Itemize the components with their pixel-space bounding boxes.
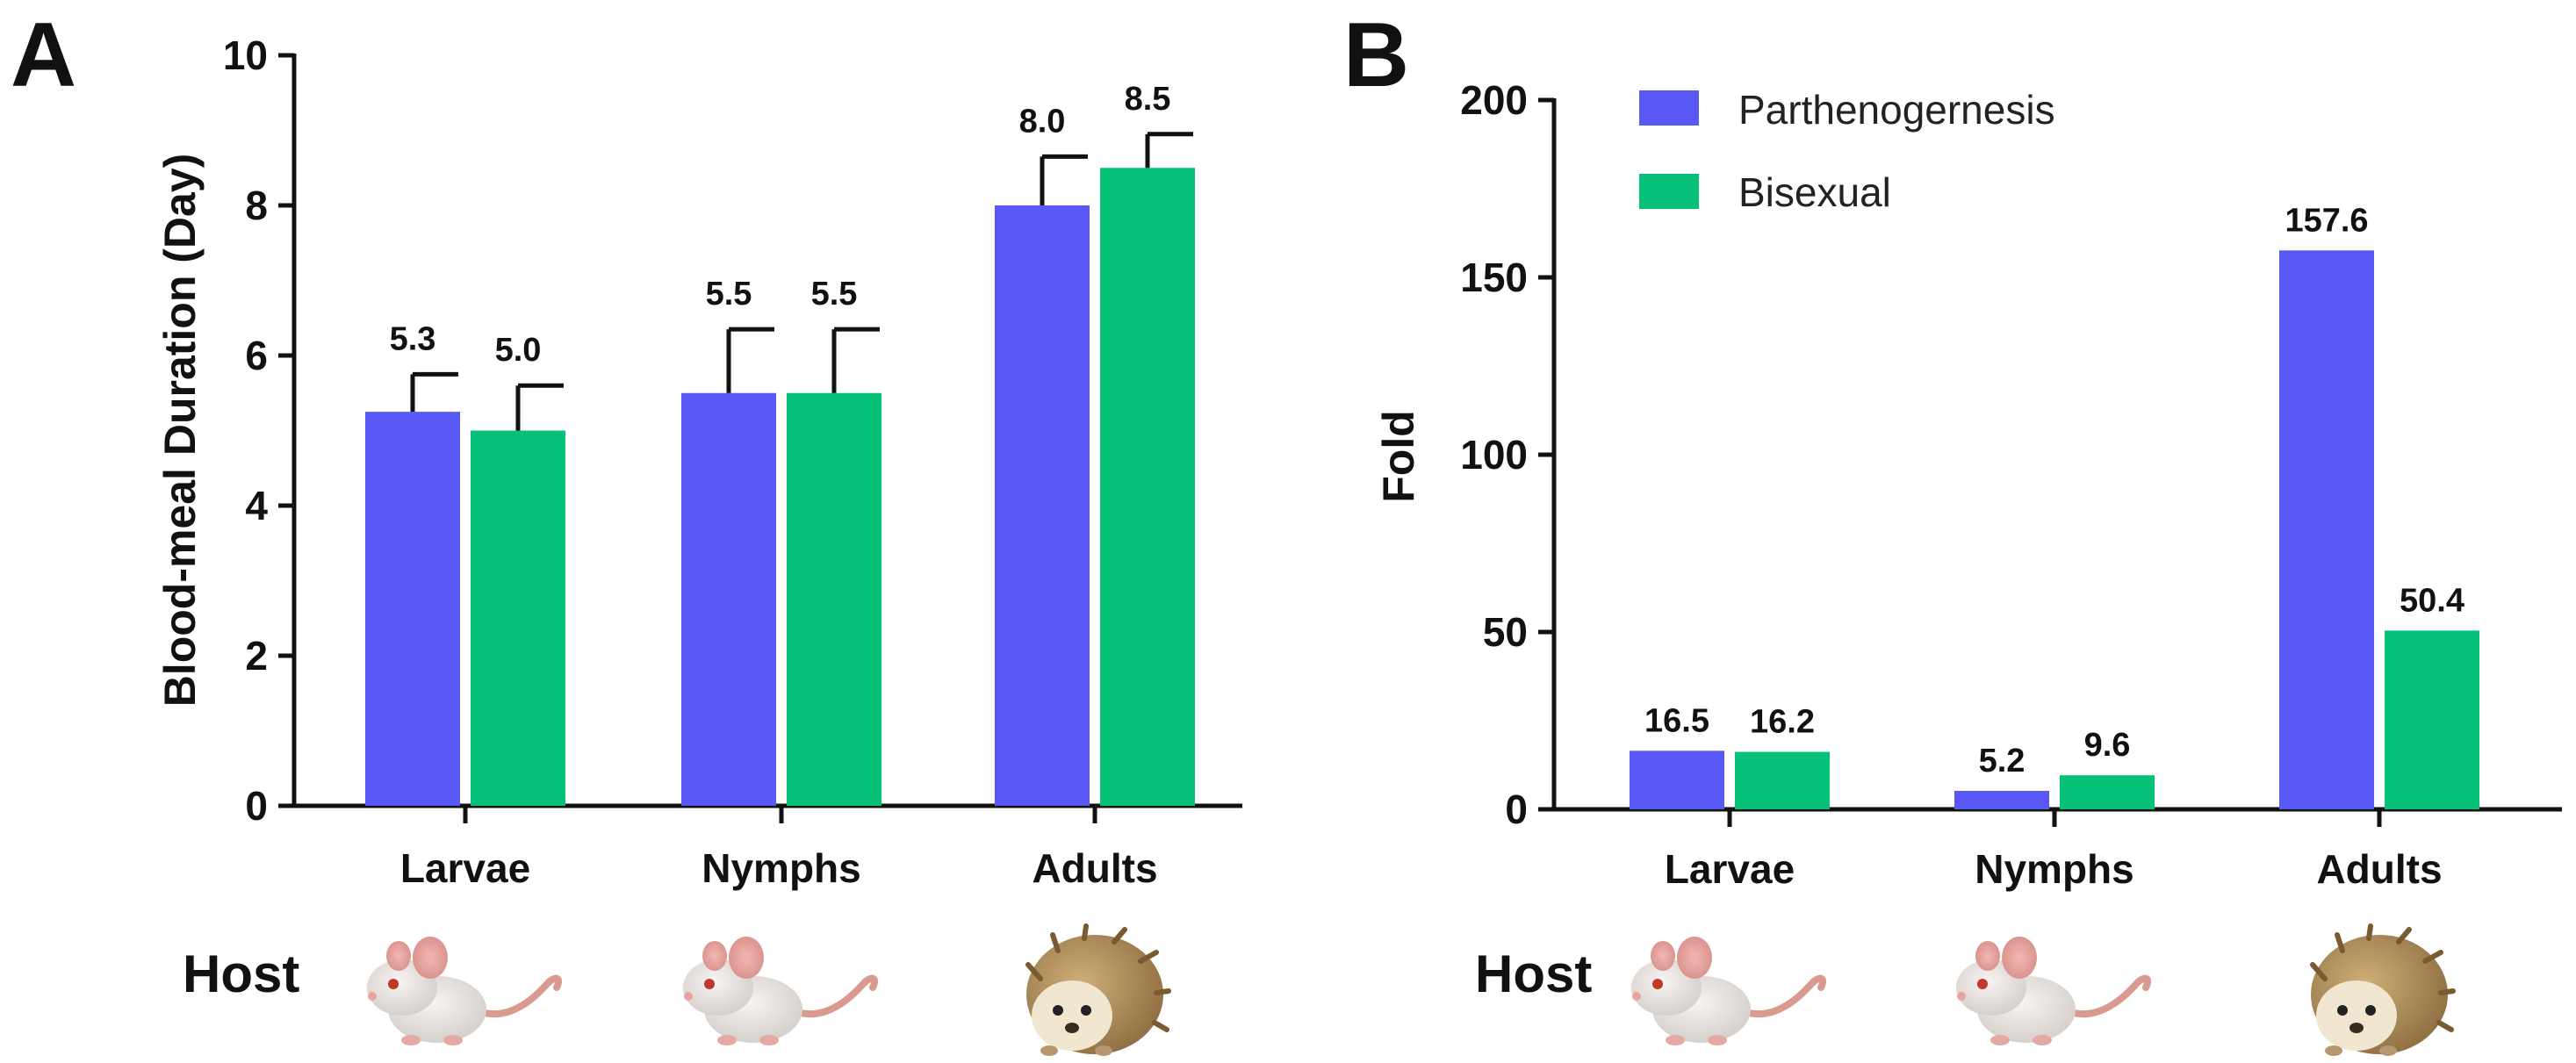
value-label-bisexual-larvae: 16.2 (1750, 704, 1815, 741)
y-tick-label: 100 (1460, 432, 1528, 478)
mouse-icon (367, 937, 558, 1045)
category-label-nymphs: Nymphs (702, 845, 860, 891)
mouse-icon (1631, 937, 1823, 1045)
y-tick-label: 0 (1505, 786, 1528, 832)
value-label-parthenogenesis-nymphs: 5.5 (706, 276, 752, 312)
panel-a-category-labels: Larvae Nymphs Adults (400, 845, 1158, 891)
category-label-larvae: Larvae (1665, 846, 1795, 892)
panel-b: B Fold 0 50 100 150 200 16.5 16.2 5.2 9.6 157.6 5… (1343, 4, 2562, 1056)
y-tick-label: 200 (1460, 77, 1528, 123)
panel-b-legend: Parthenogernesis Bisexual (1639, 87, 2055, 215)
y-tick-label: 0 (245, 783, 268, 829)
bar-parthenogenesis-larvae (1630, 751, 1724, 809)
bar-parthenogenesis-adults (2279, 250, 2374, 809)
hedgehog-icon (1026, 926, 1169, 1056)
panel-b-host-icons (1631, 926, 2453, 1056)
mouse-icon (1956, 937, 2148, 1045)
y-tick-label: 8 (245, 183, 268, 228)
bar-parthenogenesis-larvae (365, 412, 460, 806)
y-tick-label: 2 (245, 633, 268, 679)
y-tick-label: 10 (223, 32, 268, 78)
panel-a-letter: A (11, 4, 76, 106)
y-tick-label: 6 (245, 333, 268, 378)
value-label-parthenogenesis-larvae: 16.5 (1644, 702, 1709, 739)
hedgehog-icon (2311, 926, 2453, 1056)
value-label-parthenogenesis-larvae: 5.3 (390, 320, 436, 357)
legend-swatch-parthenogenesis (1639, 90, 1699, 126)
bar-parthenogenesis-nymphs (681, 392, 776, 806)
panel-b-host-label: Host (1475, 944, 1592, 1003)
bar-bisexual-larvae (471, 430, 565, 806)
panel-b-category-labels: Larvae Nymphs Adults (1665, 846, 2443, 892)
panel-a-host-label: Host (183, 944, 299, 1003)
value-label-bisexual-larvae: 5.0 (495, 332, 542, 369)
value-label-bisexual-nymphs: 9.6 (2084, 727, 2131, 764)
bar-bisexual-nymphs (787, 392, 881, 806)
category-label-adults: Adults (1032, 845, 1157, 891)
panel-b-bars: 16.5 16.2 5.2 9.6 157.6 50.4 (1630, 202, 2479, 809)
value-label-bisexual-adults: 8.5 (1125, 81, 1171, 118)
panel-b-letter: B (1343, 4, 1409, 106)
panel-a-y-axis-title: Blood-meal Duration (Day) (155, 154, 205, 707)
legend-label-bisexual: Bisexual (1738, 169, 1891, 215)
bar-bisexual-adults (2385, 630, 2479, 809)
value-label-parthenogenesis-adults: 8.0 (1019, 103, 1066, 140)
bar-bisexual-larvae (1735, 751, 1830, 809)
value-label-parthenogenesis-adults: 157.6 (2285, 202, 2368, 239)
category-label-larvae: Larvae (400, 845, 530, 891)
y-tick-label: 150 (1460, 255, 1528, 300)
bar-bisexual-adults (1100, 168, 1195, 806)
panel-a-bars: 5.3 5.0 5.5 5.5 8.0 8.5 (365, 81, 1195, 806)
bar-parthenogenesis-nymphs (1954, 790, 2049, 809)
legend-swatch-bisexual (1639, 174, 1699, 209)
category-label-adults: Adults (2316, 846, 2442, 892)
panel-a-host-icons (367, 926, 1169, 1056)
value-label-bisexual-nymphs: 5.5 (811, 276, 858, 312)
category-label-nymphs: Nymphs (1975, 846, 2133, 892)
legend-label-parthenogenesis: Parthenogernesis (1738, 87, 2055, 133)
value-label-parthenogenesis-nymphs: 5.2 (1979, 743, 2026, 779)
bar-bisexual-nymphs (2060, 775, 2155, 809)
y-tick-label: 50 (1483, 609, 1528, 655)
mouse-icon (683, 937, 874, 1045)
bar-parthenogenesis-adults (995, 205, 1090, 806)
panel-b-y-axis-title: Fold (1374, 410, 1423, 503)
value-label-bisexual-adults: 50.4 (2400, 582, 2464, 619)
y-tick-label: 4 (245, 483, 268, 528)
